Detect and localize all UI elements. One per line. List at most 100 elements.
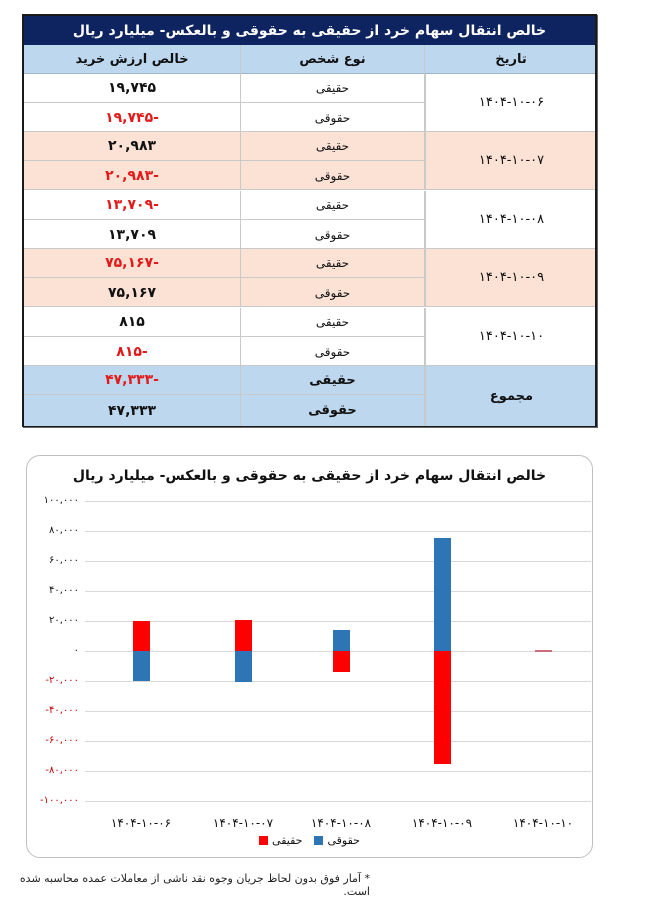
person-type-cell: حقوقی: [240, 103, 425, 132]
chart-legend: حقوقی حقیقی: [27, 834, 592, 847]
net-value-cell: ۱۳,۷۰۹: [107, 226, 157, 243]
chart-title: خالص انتقال سهام خرد از حقیقی به حقوقی و…: [72, 468, 547, 484]
date-cell: مجموع: [425, 366, 597, 426]
legend-item: حقوقی: [314, 834, 360, 847]
y-tick-label: ۴۰,۰۰۰: [48, 585, 79, 596]
x-tick-label: ۱۴۰۴-۱۰-۰۹: [411, 816, 473, 830]
y-tick-label: ۲۰,۰۰۰: [48, 615, 79, 626]
y-tick-label: ۸۰,۰۰۰: [48, 525, 79, 536]
table-row-group: -۷۵,۱۶۷ حقیقی ۷۵,۱۶۷ حقوقی ۱۴۰۴-۱۰-۰۹: [24, 249, 595, 307]
gridline: [85, 501, 591, 502]
table-row: -۸۱۵ حقوقی: [24, 337, 425, 366]
table-row: ۱۳,۷۰۹ حقوقی: [24, 220, 425, 249]
net-value-cell: ۲۰,۹۸۳: [107, 138, 157, 154]
person-type-cell: حقوقی: [240, 278, 425, 307]
table-row: -۱۹,۷۴۵ حقوقی: [24, 103, 425, 132]
y-tick-label: ۰: [73, 645, 79, 656]
legend-item: حقیقی: [259, 834, 302, 847]
bar-haghighi: [132, 621, 150, 651]
bar-haghighi: [433, 651, 451, 764]
gridline: [85, 621, 591, 622]
legend-swatch-icon: [259, 836, 269, 845]
date-cell: ۱۴۰۴-۱۰-۰۷: [425, 132, 597, 189]
person-type-cell: حقیقی: [240, 132, 425, 160]
net-value-cell: ۷۵,۱۶۷: [107, 284, 157, 301]
gridline: [85, 801, 591, 802]
gridline: [85, 741, 591, 742]
table-row-group: -۱۳,۷۰۹ حقیقی ۱۳,۷۰۹ حقوقی ۱۴۰۴-۱۰-۰۸: [24, 191, 595, 249]
table-row: -۴۷,۳۳۳ حقیقی: [24, 366, 425, 395]
legend-swatch-icon: [314, 836, 324, 845]
table-title: خالص انتقال سهام خرد از حقیقی به حقوقی و…: [24, 16, 595, 45]
table-row: ۷۵,۱۶۷ حقوقی: [24, 278, 425, 307]
net-transfer-table: خالص انتقال سهام خرد از حقیقی به حقوقی و…: [22, 14, 597, 427]
person-type-cell: حقیقی: [240, 191, 425, 219]
y-tick-label: ۶۰,۰۰۰: [48, 555, 79, 566]
table-row-group: ۲۰,۹۸۳ حقیقی -۲۰,۹۸۳ حقوقی ۱۴۰۴-۱۰-۰۷: [24, 132, 595, 190]
table-row: ۸۱۵ حقیقی: [24, 308, 425, 337]
table-row-group: ۸۱۵ حقیقی -۸۱۵ حقوقی ۱۴۰۴-۱۰-۱۰: [24, 308, 595, 366]
x-tick-label: ۱۴۰۴-۱۰-۱۰: [512, 816, 574, 830]
gridline: [85, 561, 591, 562]
net-value-cell: -۴۷,۳۳۳: [105, 372, 159, 388]
net-value-cell: -۱۳,۷۰۹: [105, 197, 159, 213]
y-tick-label: -۴۰,۰۰۰: [45, 705, 79, 716]
table-row: ۲۰,۹۸۳ حقیقی: [24, 132, 425, 161]
y-tick-label: -۲۰,۰۰۰: [45, 675, 79, 686]
person-type-cell: حقوقی: [240, 395, 425, 426]
table-row: -۷۵,۱۶۷ حقیقی: [24, 249, 425, 278]
header-date: تاریخ: [495, 52, 527, 67]
y-tick-label: -۱۰۰,۰۰۰: [39, 795, 79, 806]
bar-haghighi: [234, 619, 252, 651]
person-type-cell: حقیقی: [240, 366, 425, 394]
gridline: [85, 531, 591, 532]
net-value-cell: -۱۹,۷۴۵: [105, 109, 159, 126]
chart-plot-area: ۱۰۰,۰۰۰ ۸۰,۰۰۰ ۶۰,۰۰۰ ۴۰,۰۰۰ ۲۰,۰۰۰ ۰ -۲۰,۰۰۰ -…: [27, 456, 592, 857]
net-value-cell: ۱۹,۷۴۵: [107, 80, 157, 96]
table-row-group: -۴۷,۳۳۳ حقیقی ۴۷,۳۳۳ حقوقی مجموع: [24, 366, 595, 426]
bar-hoghooghi: [332, 630, 350, 651]
date-cell: ۱۴۰۴-۱۰-۰۸: [425, 191, 597, 248]
person-type-cell: حقوقی: [240, 220, 425, 249]
date-cell: ۱۴۰۴-۱۰-۰۹: [425, 249, 597, 306]
bar-haghighi: [534, 649, 552, 652]
net-value-cell: -۸۱۵: [116, 343, 148, 360]
person-type-cell: حقیقی: [240, 308, 425, 336]
gridline: [85, 591, 591, 592]
bar-hoghooghi: [433, 538, 451, 651]
table-row: ۴۷,۳۳۳ حقوقی: [24, 395, 425, 426]
table-row-group: ۱۹,۷۴۵ حقیقی -۱۹,۷۴۵ حقوقی ۱۴۰۴-۱۰-۰۶: [24, 74, 595, 132]
table-header-row: خالص ارزش خرید نوع شخص تاریخ: [24, 45, 595, 74]
footnote: * آمار فوق بدون لحاظ جریان وجوه نقد ناشی…: [19, 872, 370, 898]
net-value-cell: -۷۵,۱۶۷: [105, 255, 159, 271]
person-type-cell: حقیقی: [240, 249, 425, 277]
net-transfer-chart: خالص انتقال سهام خرد از حقیقی به حقوقی و…: [26, 455, 593, 858]
y-tick-label: ۱۰۰,۰۰۰: [43, 495, 79, 506]
table-row: -۲۰,۹۸۳ حقوقی: [24, 161, 425, 190]
header-person-type: نوع شخص: [240, 45, 425, 74]
y-tick-label: -۶۰,۰۰۰: [45, 735, 79, 746]
y-tick-label: -۸۰,۰۰۰: [45, 765, 79, 776]
net-value-cell: ۸۱۵: [119, 314, 145, 330]
table-row: ۱۹,۷۴۵ حقیقی: [24, 74, 425, 103]
bar-hoghooghi: [234, 651, 252, 683]
date-cell: ۱۴۰۴-۱۰-۰۶: [425, 74, 597, 131]
net-value-cell: ۴۷,۳۳۳: [107, 402, 157, 419]
x-tick-label: ۱۴۰۴-۱۰-۰۸: [310, 816, 372, 830]
x-tick-label: ۱۴۰۴-۱۰-۰۷: [212, 816, 274, 830]
gridline: [85, 681, 591, 682]
header-net-value: خالص ارزش خرید: [75, 52, 189, 67]
person-type-cell: حقوقی: [240, 161, 425, 190]
gridline: [85, 771, 591, 772]
person-type-cell: حقیقی: [240, 74, 425, 102]
legend-label: حقیقی: [272, 834, 303, 847]
table-row: -۱۳,۷۰۹ حقیقی: [24, 191, 425, 220]
legend-label: حقوقی: [327, 834, 360, 847]
date-cell: ۱۴۰۴-۱۰-۱۰: [425, 308, 597, 365]
bar-haghighi: [332, 651, 350, 672]
net-value-cell: -۲۰,۹۸۳: [105, 167, 159, 184]
bar-hoghooghi: [132, 651, 150, 681]
gridline: [85, 711, 591, 712]
person-type-cell: حقوقی: [240, 337, 425, 366]
x-tick-label: ۱۴۰۴-۱۰-۰۶: [110, 816, 172, 830]
